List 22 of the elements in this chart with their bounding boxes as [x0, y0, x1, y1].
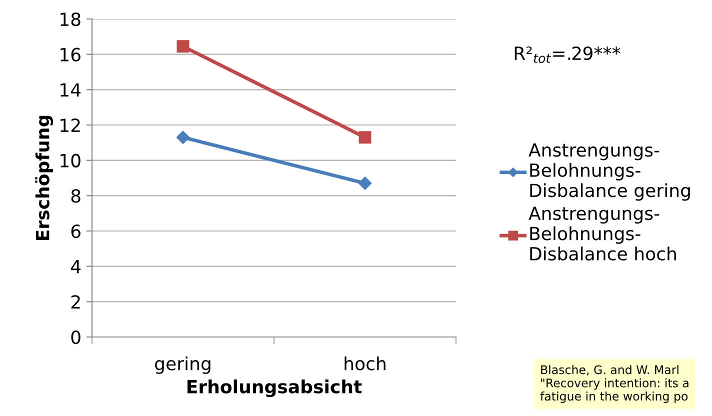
text: Blasche, G. and W. Marl "Recovery intention: its a fatigue in the working po [540, 365, 688, 403]
y-tick-label: 14 [60, 83, 81, 97]
y-tick-label: 6 [71, 224, 80, 238]
point [176, 40, 190, 53]
y-axis-title: Erschöpfung [35, 116, 54, 240]
point [358, 131, 372, 144]
x-tick-label: gering [155, 356, 210, 374]
y-tick-label: 16 [60, 48, 80, 62]
point [358, 176, 372, 190]
y-tick-label: 8 [71, 189, 80, 203]
legend-label: Anstrengungs- Belohnungs- Disbalance gering [528, 143, 690, 201]
y-tick-label: 0 [71, 330, 80, 344]
y-tick-label: 10 [60, 154, 80, 168]
y-tick-label: 2 [71, 295, 80, 309]
x-axis-title: Erholungsabsicht [188, 379, 362, 398]
text: R²$_{tot}$=.29*** [514, 46, 620, 63]
x-tick-label: hoch [344, 356, 386, 370]
legend-label: Anstrengungs- Belohnungs- Disbalance hoch [528, 206, 676, 261]
point [176, 130, 190, 144]
y-tick-label: 18 [60, 12, 80, 26]
y-tick-label: 4 [70, 260, 81, 274]
y-tick-label: 12 [60, 118, 80, 132]
